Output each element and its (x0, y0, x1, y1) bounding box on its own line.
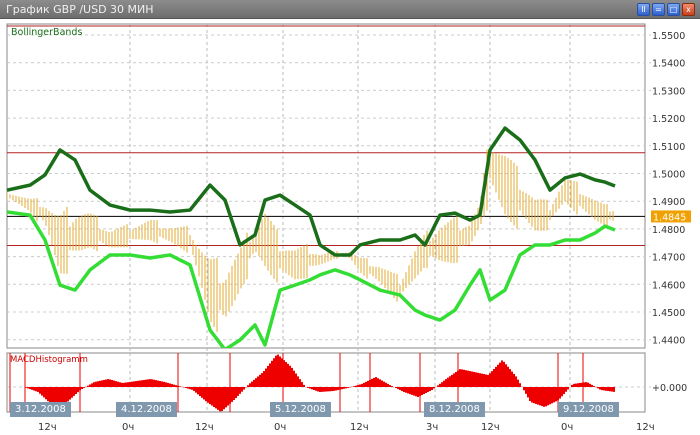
y-tick-label: 1.5400 (652, 59, 685, 70)
y-tick-label: 1.4500 (652, 308, 685, 319)
time-tick: 0ч (561, 422, 574, 433)
y-tick-label: 1.5200 (652, 114, 685, 125)
y-tick-label: 1.5100 (652, 142, 685, 153)
upper-band-line (7, 126, 616, 257)
lower-band-line (7, 210, 616, 348)
y-tick-label: 1.4900 (652, 197, 685, 208)
y-tick-label: 1.4400 (652, 336, 685, 347)
date-label: 5.12.2008 (270, 402, 331, 417)
time-tick: 12ч (636, 422, 655, 433)
time-tick: 12ч (195, 422, 214, 433)
current-price-tag (651, 210, 691, 223)
time-tick: 12ч (38, 422, 57, 433)
date-label: 9.12.2008 (558, 402, 619, 417)
y-tick-label: 1.5300 (652, 86, 685, 97)
date-label: 3.12.2008 (10, 402, 71, 417)
macd-zero-label: +0.000 (652, 383, 687, 394)
time-tick: 12ч (481, 422, 500, 433)
y-tick-label: 1.5500 (652, 31, 685, 42)
close-button[interactable]: x (682, 3, 695, 16)
macd-label: MACDHistogramm (10, 355, 88, 365)
window-title: График GBP /USD 30 МИН (6, 3, 154, 16)
date-label: 4.12.2008 (116, 402, 177, 417)
plot-frame (6, 23, 646, 349)
time-tick: 12ч (350, 422, 369, 433)
date-label: 8.12.2008 (424, 402, 485, 417)
y-tick-label: 1.4700 (652, 253, 685, 264)
title-bar: График GBP /USD 30 МИН ll = □ x (0, 0, 700, 19)
maximize-button[interactable]: □ (667, 3, 680, 16)
indicator-label: BollingerBands (11, 27, 82, 38)
minimize-button[interactable]: = (652, 3, 665, 16)
time-tick: 3ч (426, 422, 439, 433)
time-tick: 0ч (274, 422, 287, 433)
plot-area (7, 126, 616, 348)
time-tick: 0ч (122, 422, 135, 433)
pause-button[interactable]: ll (637, 3, 650, 16)
y-tick-label: 1.5000 (652, 170, 685, 181)
y-tick-label: 1.4800 (652, 225, 685, 236)
y-tick-label: 1.4600 (652, 280, 685, 291)
current-price-text: 1.4845 (653, 212, 686, 223)
